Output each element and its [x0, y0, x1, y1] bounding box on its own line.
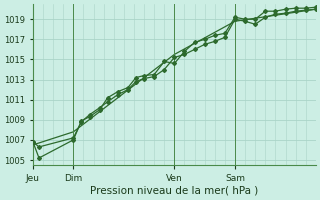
X-axis label: Pression niveau de la mer( hPa ): Pression niveau de la mer( hPa ) — [90, 186, 259, 196]
